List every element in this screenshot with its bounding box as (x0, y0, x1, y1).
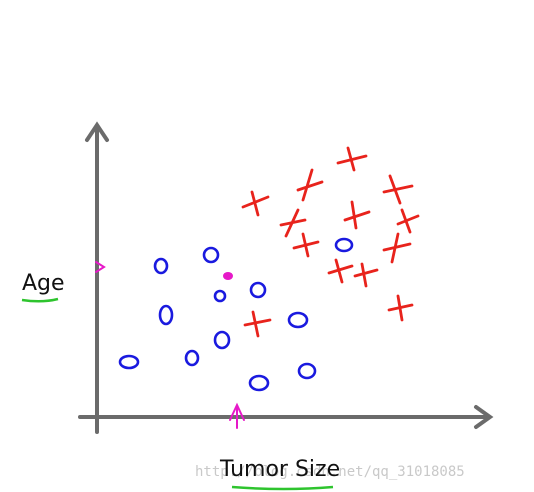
cross (279, 208, 307, 238)
cross (336, 146, 368, 172)
cross (387, 294, 414, 322)
age-marker (95, 261, 106, 273)
circle (248, 374, 270, 392)
x-axis-label: Tumor Size (219, 457, 340, 482)
x-arrow (474, 405, 494, 429)
cross (396, 208, 420, 234)
circle (334, 237, 354, 253)
circle (213, 330, 231, 350)
underline (231, 485, 334, 491)
circle (202, 246, 220, 264)
query-point (223, 272, 233, 280)
circle (158, 304, 174, 326)
cross (292, 232, 320, 258)
circle (118, 354, 140, 370)
cross (241, 190, 270, 217)
cross (343, 200, 371, 230)
circles (118, 237, 354, 392)
cross (382, 174, 414, 205)
cross (296, 168, 324, 202)
circle (287, 311, 309, 329)
axes (78, 121, 494, 434)
markers (95, 261, 245, 429)
y-arrow (85, 121, 109, 142)
circle (213, 289, 227, 303)
circle (153, 257, 169, 275)
watermark: http://blog.csdn.net/qq_31018085 (195, 464, 465, 480)
underline (21, 297, 59, 303)
crosses (241, 146, 420, 338)
cross (382, 232, 412, 264)
circle (249, 281, 267, 299)
circle (184, 349, 200, 367)
cross (353, 262, 379, 288)
y-axis-label: Age (22, 271, 65, 296)
cross (327, 258, 354, 284)
circle (297, 362, 317, 380)
cross (243, 310, 272, 338)
size-marker (229, 402, 245, 429)
